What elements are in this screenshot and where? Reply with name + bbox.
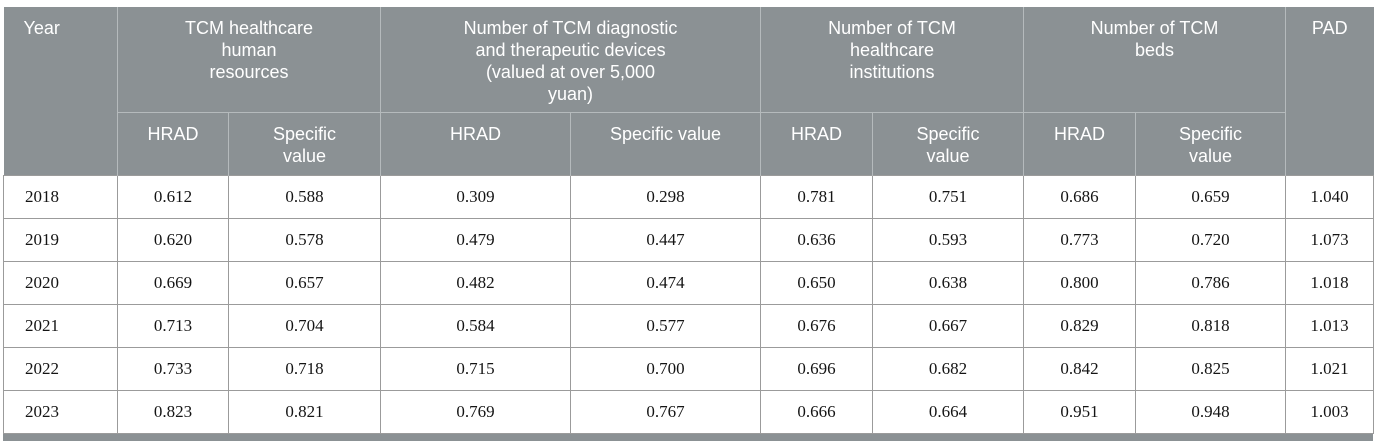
sub-label: Specific value — [609, 123, 722, 144]
col-header-specific-value-beds: Specific value — [1135, 111, 1286, 176]
col-group-human-resources: TCM healthcare human resources — [117, 7, 381, 113]
col-header-hrad-diagnostic-devices: HRAD — [380, 111, 571, 176]
value-cell: 0.620 — [117, 217, 229, 262]
value-cell: 0.666 — [760, 389, 873, 434]
value-cell: 0.659 — [1135, 174, 1286, 219]
value-cell: 0.479 — [380, 217, 571, 262]
value-cell: 0.773 — [1023, 217, 1136, 262]
value-cell: 0.686 — [1023, 174, 1136, 219]
col-header-year: Year — [3, 7, 118, 176]
sub-label: Specific value — [1178, 123, 1243, 166]
value-cell: 1.003 — [1285, 389, 1374, 434]
value-cell: 0.786 — [1135, 260, 1286, 305]
value-cell: 0.676 — [760, 303, 873, 348]
tcm-development-table: Year TCM healthcare human resources Numb… — [3, 7, 1374, 434]
value-cell: 0.715 — [380, 346, 571, 391]
table-row: 2020 0.669 0.657 0.482 0.474 0.650 0.638… — [3, 260, 1374, 305]
col-group-beds: Number of TCM beds — [1023, 7, 1286, 113]
value-cell: 0.700 — [570, 346, 761, 391]
header-group-row: Year TCM healthcare human resources Numb… — [3, 7, 1374, 176]
value-cell: 1.018 — [1285, 260, 1374, 305]
col-header-specific-value-human-resources: Specific value — [228, 111, 381, 176]
value-cell: 0.588 — [228, 174, 381, 219]
value-cell: 0.704 — [228, 303, 381, 348]
value-cell: 0.733 — [117, 346, 229, 391]
year-cell: 2021 — [3, 303, 118, 348]
value-cell: 0.593 — [872, 217, 1024, 262]
table-header: Year TCM healthcare human resources Numb… — [3, 7, 1374, 176]
value-cell: 0.842 — [1023, 346, 1136, 391]
value-cell: 0.578 — [228, 217, 381, 262]
value-cell: 0.718 — [228, 346, 381, 391]
col-group-healthcare-institutions: Number of TCM healthcare institutions — [760, 7, 1024, 113]
value-cell: 0.482 — [380, 260, 571, 305]
col-header-hrad-beds: HRAD — [1023, 111, 1136, 176]
col-header-specific-value-healthcare-institutions: Specific value — [872, 111, 1024, 176]
year-cell: 2020 — [3, 260, 118, 305]
value-cell: 0.657 — [228, 260, 381, 305]
col-header-hrad-healthcare-institutions: HRAD — [760, 111, 873, 176]
value-cell: 0.751 — [872, 174, 1024, 219]
year-cell: 2019 — [3, 217, 118, 262]
group-label: TCM healthcare human resources — [184, 18, 314, 82]
value-cell: 0.669 — [117, 260, 229, 305]
value-cell: 1.013 — [1285, 303, 1374, 348]
value-cell: 0.584 — [380, 303, 571, 348]
value-cell: 0.818 — [1135, 303, 1286, 348]
value-cell: 0.825 — [1135, 346, 1286, 391]
value-cell: 0.948 — [1135, 389, 1286, 434]
year-cell: 2022 — [3, 346, 118, 391]
col-header-hrad-human-resources: HRAD — [117, 111, 229, 176]
value-cell: 0.667 — [872, 303, 1024, 348]
table-bottom-bar — [3, 433, 1373, 441]
group-label: Number of TCM diagnostic and therapeutic… — [463, 18, 678, 104]
value-cell: 0.769 — [380, 389, 571, 434]
value-cell: 0.612 — [117, 174, 229, 219]
value-cell: 0.951 — [1023, 389, 1136, 434]
value-cell: 0.821 — [228, 389, 381, 434]
value-cell: 0.447 — [570, 217, 761, 262]
col-header-pad: PAD — [1285, 7, 1374, 176]
value-cell: 0.650 — [760, 260, 873, 305]
value-cell: 0.298 — [570, 174, 761, 219]
value-cell: 0.767 — [570, 389, 761, 434]
value-cell: 0.309 — [380, 174, 571, 219]
col-group-diagnostic-devices: Number of TCM diagnostic and therapeutic… — [380, 7, 761, 113]
value-cell: 0.638 — [872, 260, 1024, 305]
year-cell: 2023 — [3, 389, 118, 434]
col-header-specific-value-diagnostic-devices: Specific value — [570, 111, 761, 176]
sub-label: Specific value — [272, 123, 337, 166]
table-row: 2022 0.733 0.718 0.715 0.700 0.696 0.682… — [3, 346, 1374, 391]
table-row: 2021 0.713 0.704 0.584 0.577 0.676 0.667… — [3, 303, 1374, 348]
value-cell: 1.040 — [1285, 174, 1374, 219]
table-row: 2018 0.612 0.588 0.309 0.298 0.781 0.751… — [3, 174, 1374, 219]
value-cell: 0.664 — [872, 389, 1024, 434]
value-cell: 1.073 — [1285, 217, 1374, 262]
value-cell: 0.823 — [117, 389, 229, 434]
value-cell: 0.781 — [760, 174, 873, 219]
year-cell: 2018 — [3, 174, 118, 219]
table-row: 2023 0.823 0.821 0.769 0.767 0.666 0.664… — [3, 389, 1374, 434]
value-cell: 0.800 — [1023, 260, 1136, 305]
value-cell: 0.474 — [570, 260, 761, 305]
value-cell: 0.829 — [1023, 303, 1136, 348]
header-sub-row: HRAD Specific value HRAD Specific value … — [4, 111, 1374, 176]
value-cell: 0.696 — [760, 346, 873, 391]
value-cell: 0.577 — [570, 303, 761, 348]
value-cell: 1.021 — [1285, 346, 1374, 391]
sub-label: Specific value — [916, 123, 980, 166]
table-row: 2019 0.620 0.578 0.479 0.447 0.636 0.593… — [3, 217, 1374, 262]
table-body: 2018 0.612 0.588 0.309 0.298 0.781 0.751… — [3, 174, 1374, 434]
group-label: Number of TCM healthcare institutions — [828, 18, 956, 82]
value-cell: 0.713 — [117, 303, 229, 348]
value-cell: 0.682 — [872, 346, 1024, 391]
value-cell: 0.720 — [1135, 217, 1286, 262]
value-cell: 0.636 — [760, 217, 873, 262]
group-label: Number of TCM beds — [1090, 18, 1219, 60]
